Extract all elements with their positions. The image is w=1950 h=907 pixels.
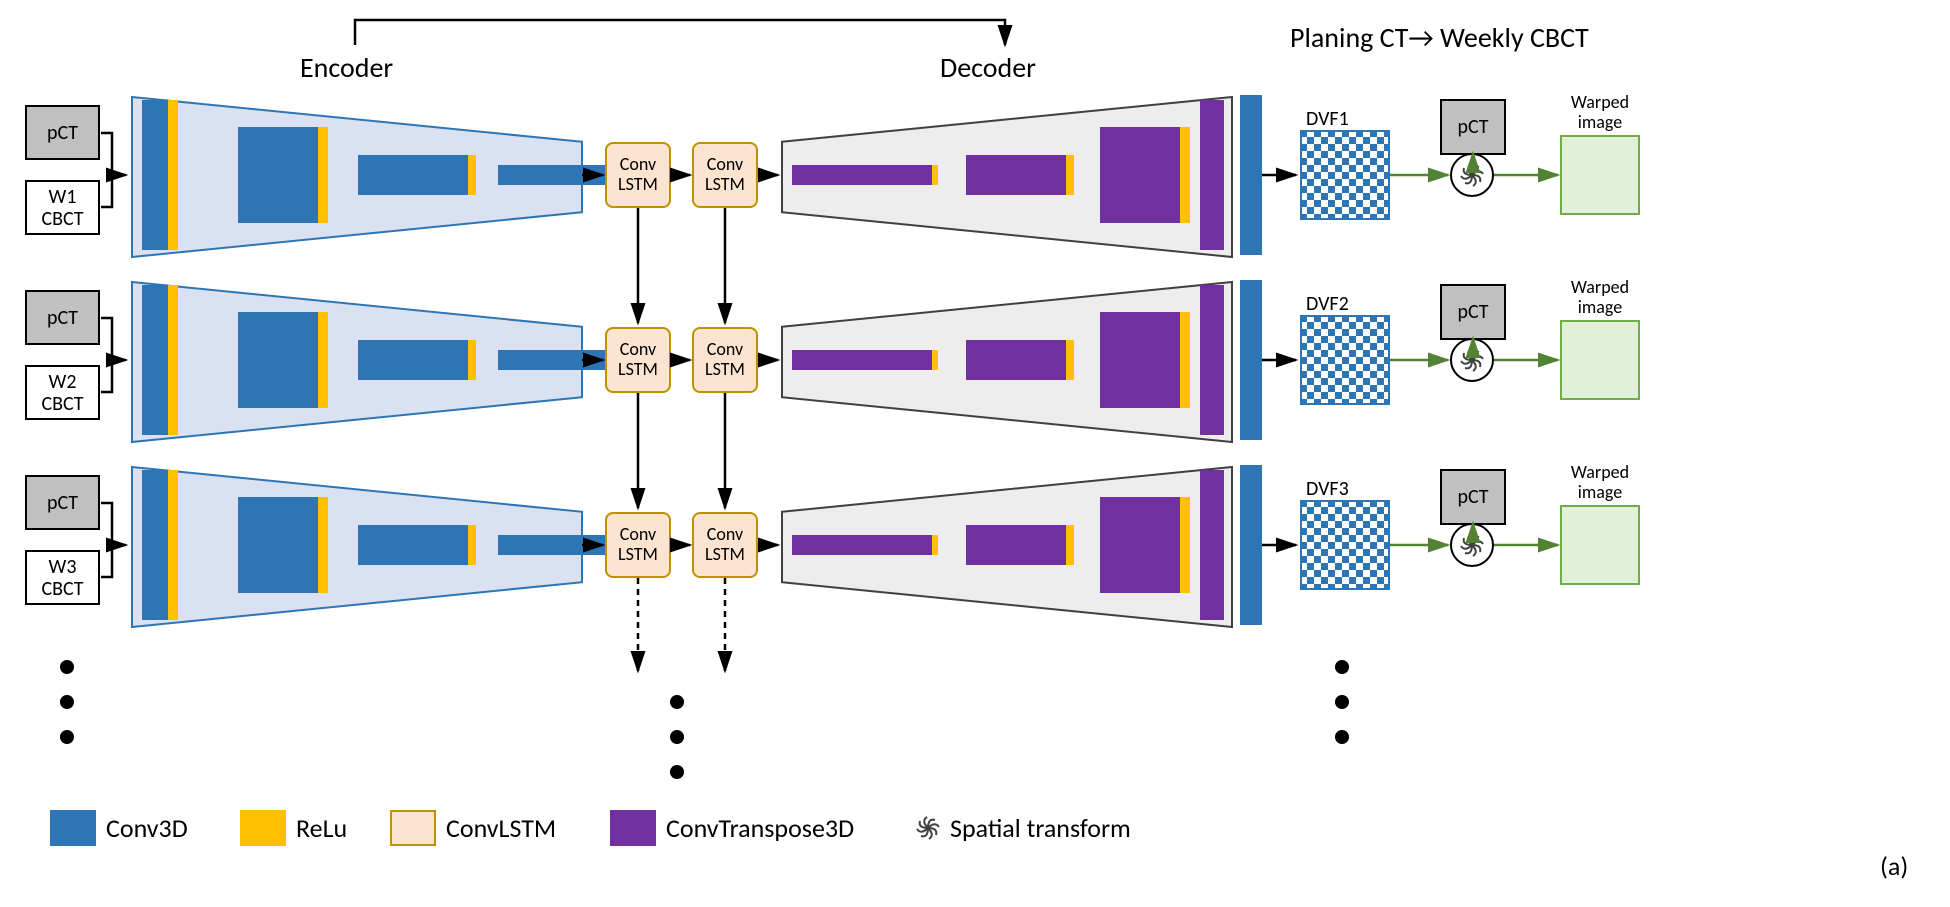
ellipsis-dot: [670, 695, 684, 709]
ellipsis-dot: [60, 660, 74, 674]
warped-image-label: Warped image: [1555, 463, 1645, 503]
legend-convlstm: ConvLSTM: [446, 812, 556, 844]
legend-swatch-conv3d: [50, 810, 96, 846]
ellipsis-dot: [60, 695, 74, 709]
legend-convtranspose: ConvTranspose3D: [666, 812, 854, 844]
legend-swatch-convtranspose: [610, 810, 656, 846]
ellipsis-dot: [60, 730, 74, 744]
legend-spatial-icon: [910, 810, 946, 846]
legend-swatch-relu: [240, 810, 286, 846]
legend-conv3d: Conv3D: [106, 812, 188, 844]
ellipsis-dot: [1335, 730, 1349, 744]
green-flow-arrows: [0, 0, 1950, 907]
ellipsis-dot: [670, 765, 684, 779]
legend-swatch-convlstm: [390, 810, 436, 846]
subfigure-label: (a): [1880, 850, 1908, 882]
warped-image-box: [1560, 505, 1640, 585]
legend-relu: ReLu: [296, 812, 347, 844]
ellipsis-dot: [670, 730, 684, 744]
legend-spatial: Spatial transform: [950, 812, 1131, 844]
ellipsis-dot: [1335, 660, 1349, 674]
ellipsis-dot: [1335, 695, 1349, 709]
